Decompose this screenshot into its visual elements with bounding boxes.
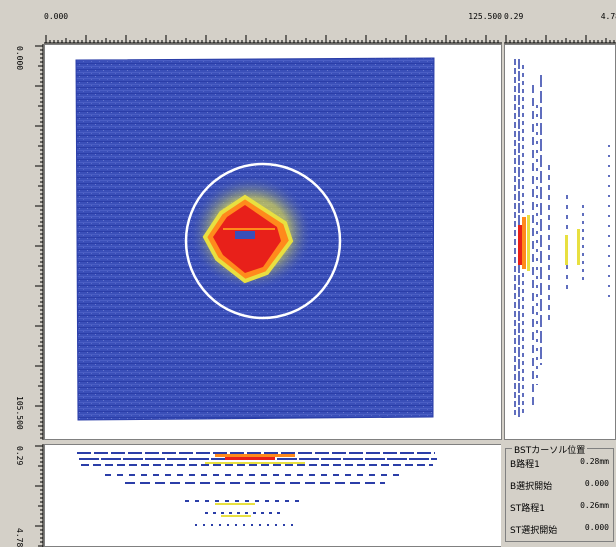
info-label: B選択開始 bbox=[510, 482, 553, 492]
side-ruler-start-label: 0.29 bbox=[504, 12, 524, 21]
bst-cursor-group: BSTカーソル位置 B路程1 0.28mm B選択開始 0.000 ST路程1 … bbox=[505, 443, 614, 542]
info-value: 0.000 bbox=[584, 523, 609, 532]
top-ruler: 0.000 125.500 bbox=[44, 10, 502, 44]
left-ruler-ticks bbox=[35, 44, 44, 440]
info-label: ST選択開始 bbox=[510, 526, 558, 536]
c-scan-view[interactable] bbox=[44, 44, 502, 440]
top-ruler-ticks bbox=[44, 35, 502, 44]
side-ruler-ticks bbox=[504, 35, 616, 44]
lower-b-scan-image bbox=[77, 452, 437, 526]
left-ruler: 0.000 105.500 bbox=[10, 44, 44, 440]
lower-b-scan-view[interactable] bbox=[44, 444, 502, 547]
cursor-circle bbox=[184, 162, 342, 320]
group-title: BSTカーソル位置 bbox=[512, 443, 588, 456]
top-ruler-start-label: 0.000 bbox=[44, 12, 69, 21]
info-panel: BSTカーソル位置 B路程1 0.28mm B選択開始 0.000 ST路程1 … bbox=[501, 443, 616, 547]
lower-left-ruler: 0.29 4.78 bbox=[10, 444, 44, 547]
info-label: ST路程1 bbox=[510, 504, 545, 514]
info-row-st-path: ST路程1 0.26mm bbox=[510, 501, 609, 514]
info-value: 0.26mm bbox=[580, 501, 609, 510]
side-ruler-end-label: 4.78 bbox=[600, 12, 616, 21]
side-b-scan-image bbox=[514, 59, 610, 417]
side-b-scan-view[interactable] bbox=[504, 44, 616, 440]
c-scan-image bbox=[75, 57, 435, 421]
top-ruler-end-label: 125.500 bbox=[468, 12, 502, 21]
info-label: B路程1 bbox=[510, 460, 540, 470]
info-row-st-select-start: ST選択開始 0.000 bbox=[510, 523, 609, 536]
lower-ruler-ticks bbox=[35, 444, 44, 547]
side-top-ruler: 0.29 4.78 bbox=[504, 10, 616, 44]
info-row-b-select-start: B選択開始 0.000 bbox=[510, 479, 609, 492]
info-row-b-path: B路程1 0.28mm bbox=[510, 457, 609, 470]
info-value: 0.28mm bbox=[580, 457, 609, 466]
info-value: 0.000 bbox=[584, 479, 609, 488]
